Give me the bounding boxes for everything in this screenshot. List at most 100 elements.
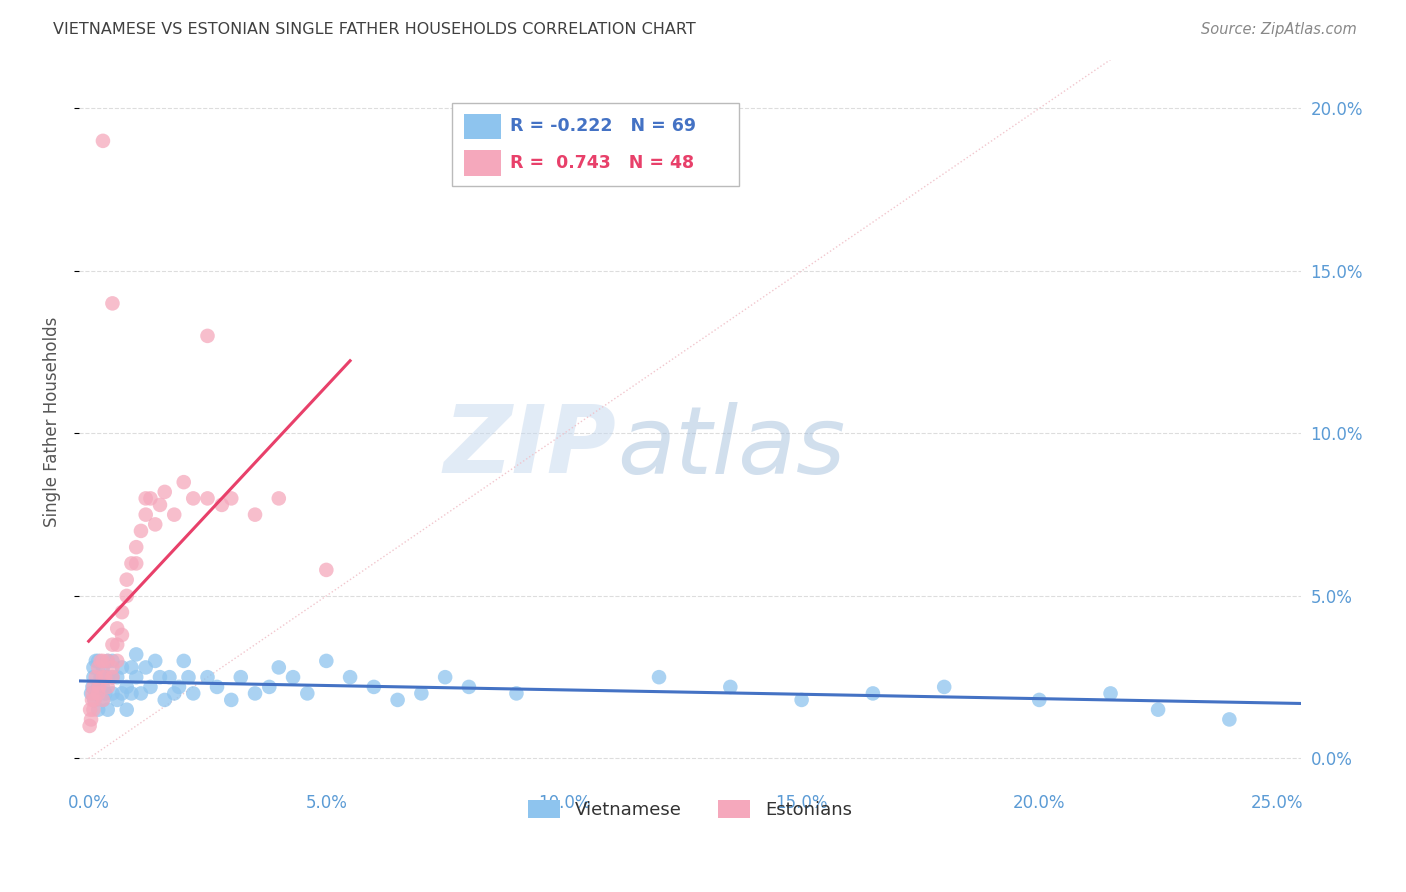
Point (315, 563, 337, 577)
Point (211, 498, 233, 512)
Point (82, 680, 104, 694)
Point (243, 686, 266, 700)
Point (315, 654, 337, 668)
Point (87, 654, 110, 668)
Point (505, 686, 527, 700)
Point (177, 670, 200, 684)
Point (387, 693, 409, 707)
Point (87, 680, 110, 694)
Point (125, 540, 148, 554)
Point (91, 654, 114, 668)
FancyBboxPatch shape (464, 150, 501, 176)
Point (87, 660, 110, 674)
Point (143, 654, 166, 668)
Point (80, 713, 103, 727)
FancyBboxPatch shape (451, 103, 738, 186)
Point (82, 670, 104, 684)
Point (101, 296, 124, 310)
Point (101, 660, 124, 674)
Point (90, 654, 112, 668)
Point (363, 680, 385, 694)
Point (173, 654, 195, 668)
Point (411, 686, 433, 700)
Point (197, 491, 219, 506)
Point (115, 703, 138, 717)
Point (105, 638, 128, 652)
Point (91, 670, 114, 684)
Point (82, 680, 104, 694)
Point (97, 680, 120, 694)
Point (135, 660, 157, 674)
Point (91, 693, 114, 707)
Point (149, 498, 172, 512)
Point (139, 491, 162, 506)
Point (219, 693, 242, 707)
Point (205, 680, 228, 694)
Point (84, 686, 107, 700)
Point (79, 719, 101, 733)
Point (259, 680, 281, 694)
Point (1099, 686, 1122, 700)
Point (197, 670, 219, 684)
Point (82, 660, 104, 674)
Point (111, 686, 134, 700)
Point (82, 686, 104, 700)
Point (105, 654, 128, 668)
Point (267, 491, 290, 506)
Text: VIETNAMESE VS ESTONIAN SINGLE FATHER HOUSEHOLDS CORRELATION CHART: VIETNAMESE VS ESTONIAN SINGLE FATHER HOU… (53, 22, 696, 37)
Point (159, 670, 181, 684)
FancyBboxPatch shape (464, 114, 501, 139)
Point (105, 693, 128, 707)
Point (80, 686, 103, 700)
Point (101, 670, 124, 684)
Point (135, 508, 157, 522)
Point (111, 605, 134, 619)
Point (153, 484, 176, 499)
Point (339, 670, 361, 684)
Point (101, 686, 124, 700)
Point (120, 660, 142, 674)
Point (181, 491, 204, 506)
Point (229, 670, 252, 684)
Text: R = -0.222   N = 69: R = -0.222 N = 69 (510, 117, 696, 136)
Point (1028, 693, 1050, 707)
Point (84, 670, 107, 684)
Point (648, 670, 671, 684)
Point (83, 693, 105, 707)
Point (83, 693, 105, 707)
Point (84, 654, 107, 668)
Point (125, 557, 148, 571)
Point (115, 573, 138, 587)
Point (143, 517, 166, 532)
Point (87, 686, 110, 700)
Point (243, 508, 266, 522)
Point (790, 693, 813, 707)
Point (115, 680, 138, 694)
Point (105, 621, 128, 635)
Legend: Vietnamese, Estonians: Vietnamese, Estonians (520, 792, 859, 826)
Point (125, 648, 148, 662)
Y-axis label: Single Father Households: Single Father Households (44, 317, 60, 527)
Point (267, 660, 290, 674)
Point (97, 654, 120, 668)
Point (219, 491, 242, 506)
Point (163, 686, 186, 700)
Point (135, 491, 157, 506)
Point (120, 557, 142, 571)
Point (153, 693, 176, 707)
Point (97, 654, 120, 668)
Point (82, 703, 104, 717)
Point (97, 703, 120, 717)
Point (101, 670, 124, 684)
Point (111, 660, 134, 674)
Point (101, 638, 124, 652)
Point (434, 670, 457, 684)
Point (167, 680, 190, 694)
Point (718, 680, 741, 694)
Point (163, 508, 186, 522)
Point (91, 660, 114, 674)
Point (90, 670, 112, 684)
Point (115, 589, 138, 603)
Text: R =  0.743   N = 48: R = 0.743 N = 48 (510, 153, 695, 171)
Point (125, 670, 148, 684)
